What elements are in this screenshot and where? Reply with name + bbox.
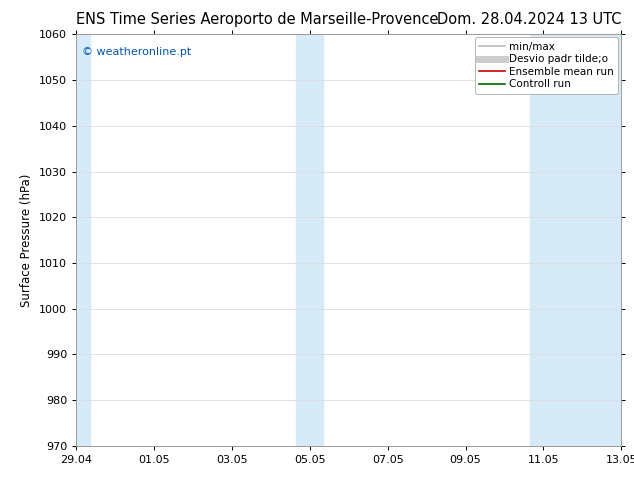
Text: Dom. 28.04.2024 13 UTC: Dom. 28.04.2024 13 UTC [437,12,621,27]
Bar [76,34,90,446]
Bar [296,34,323,446]
Y-axis label: Surface Pressure (hPa): Surface Pressure (hPa) [20,173,34,307]
Bar [530,34,621,446]
Text: ENS Time Series Aeroporto de Marseille-Provence: ENS Time Series Aeroporto de Marseille-P… [76,12,439,27]
Text: © weatheronline.pt: © weatheronline.pt [82,47,191,57]
Legend: min/max, Desvio padr tilde;o, Ensemble mean run, Controll run: min/max, Desvio padr tilde;o, Ensemble m… [475,37,618,94]
